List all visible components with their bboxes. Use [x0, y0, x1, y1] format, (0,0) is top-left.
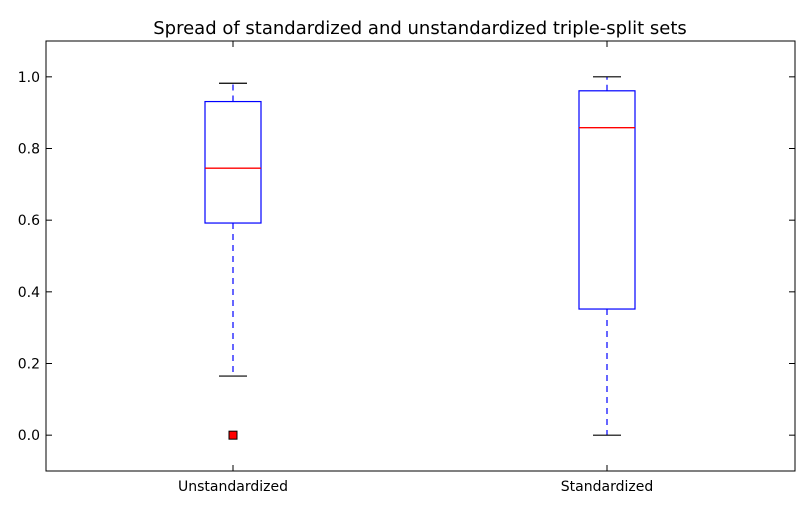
plot-frame [45, 40, 796, 472]
y-tick-label: 0.8 [18, 142, 40, 158]
y-tick-label: 1.0 [18, 70, 40, 86]
outlier-point [228, 430, 238, 440]
box-series [204, 76, 636, 440]
box-standardized [578, 76, 636, 436]
box-unstandardized [204, 82, 262, 440]
y-tick-label: 0.0 [18, 428, 40, 444]
iqr-box [578, 90, 636, 310]
x-axis: Unstandardized Standardized [178, 41, 653, 495]
iqr-box [204, 100, 262, 224]
y-tick-label: 0.6 [18, 213, 40, 229]
y-tick-label: 0.4 [18, 285, 40, 301]
y-axis: 0.0 0.2 0.4 0.6 0.8 1.0 [18, 70, 795, 444]
y-tick-label: 0.2 [18, 357, 40, 373]
x-tick-label: Unstandardized [178, 479, 288, 495]
chart-title: Spread of standardized and unstandardize… [153, 18, 687, 39]
x-tick-label: Standardized [561, 479, 653, 495]
